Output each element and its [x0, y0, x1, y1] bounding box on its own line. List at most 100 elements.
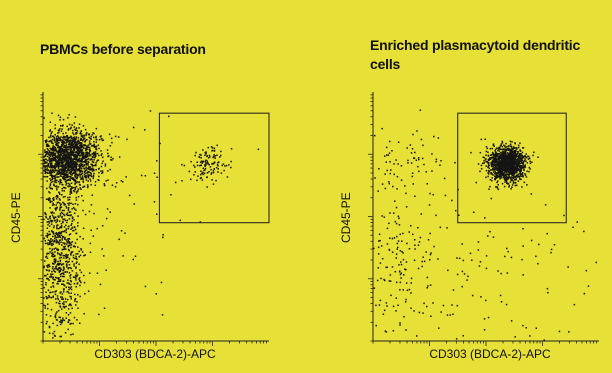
event-dot — [50, 252, 53, 255]
event-dot — [89, 150, 91, 153]
event-dot — [90, 204, 93, 206]
event-dot — [478, 265, 481, 267]
event-dot — [497, 171, 499, 174]
event-dot — [494, 151, 497, 154]
event-dot — [46, 227, 49, 229]
event-dot — [75, 168, 77, 171]
event-dot — [70, 333, 72, 336]
event-dot — [220, 150, 222, 153]
event-dot — [513, 147, 516, 149]
event-dot — [88, 136, 90, 139]
event-dot — [407, 162, 409, 164]
event-dot — [461, 270, 464, 273]
event-dot — [503, 163, 506, 165]
event-dot — [67, 199, 69, 201]
y-axis-label: CD45-PE — [9, 192, 23, 243]
event-dot — [63, 135, 65, 138]
event-dot — [511, 157, 514, 160]
event-dot — [52, 286, 55, 288]
event-dot — [49, 129, 52, 131]
event-dot — [388, 152, 391, 154]
event-dot — [43, 164, 45, 167]
event-dot — [109, 168, 111, 171]
event-dot — [53, 159, 56, 161]
event-dot — [491, 160, 494, 162]
event-dot — [509, 162, 511, 164]
event-dot — [393, 173, 395, 176]
event-dot — [456, 273, 459, 276]
event-dot — [59, 323, 62, 326]
event-dot — [76, 261, 78, 263]
event-dot — [400, 272, 403, 274]
event-dot — [51, 270, 53, 273]
event-dot — [52, 285, 54, 287]
event-dot — [490, 164, 493, 166]
event-dot — [497, 175, 499, 178]
event-dot — [58, 271, 61, 273]
event-dot — [408, 231, 410, 233]
event-dot — [506, 174, 508, 176]
event-dot — [519, 172, 522, 175]
event-dot — [495, 161, 498, 163]
event-dot — [66, 282, 68, 284]
event-dot — [56, 140, 59, 143]
event-dot — [492, 161, 494, 164]
event-dot — [72, 322, 74, 325]
event-dot — [70, 244, 73, 246]
event-dot — [514, 158, 516, 160]
event-dot — [78, 166, 81, 168]
event-dot — [73, 157, 75, 159]
event-dot — [494, 178, 496, 180]
event-dot — [75, 155, 77, 158]
event-dot — [506, 157, 508, 159]
event-dot — [513, 165, 515, 168]
event-dot — [205, 153, 207, 155]
event-dot — [122, 255, 124, 257]
event-dot — [489, 178, 492, 181]
event-dot — [52, 152, 55, 154]
event-dot — [485, 169, 488, 172]
event-dot — [65, 301, 67, 303]
event-dot — [75, 133, 77, 135]
event-dot — [82, 180, 84, 182]
event-dot — [203, 169, 205, 172]
event-dot — [60, 225, 63, 227]
event-dot — [81, 151, 84, 154]
event-dot — [199, 153, 201, 156]
event-dot — [65, 224, 67, 227]
event-dot — [46, 145, 48, 147]
event-dot — [53, 137, 55, 139]
event-dot — [60, 241, 62, 243]
event-dot — [54, 156, 57, 158]
event-dot — [90, 135, 92, 138]
event-dot — [429, 232, 431, 235]
event-dot — [54, 298, 57, 300]
event-dot — [100, 154, 103, 157]
event-dot — [84, 170, 86, 172]
event-dot — [497, 168, 500, 170]
event-dot — [74, 141, 76, 144]
event-dot — [391, 266, 394, 268]
event-dot — [537, 156, 539, 158]
event-dot — [437, 137, 440, 139]
event-dot — [84, 254, 86, 256]
event-dot — [488, 164, 490, 167]
event-dot — [140, 174, 143, 177]
population-3 — [373, 159, 597, 341]
event-dot — [503, 160, 506, 163]
event-dot — [54, 163, 56, 165]
event-dot — [498, 173, 500, 176]
event-dot — [71, 139, 74, 142]
event-dot — [125, 176, 127, 178]
event-dot — [50, 140, 53, 142]
event-dot — [72, 256, 75, 259]
event-dot — [58, 170, 60, 172]
event-dot — [54, 240, 56, 243]
event-dot — [52, 145, 55, 147]
event-dot — [56, 202, 59, 204]
event-dot — [220, 154, 222, 157]
event-dot — [48, 252, 50, 255]
event-dot — [144, 175, 147, 177]
event-dot — [43, 117, 45, 119]
event-dot — [55, 163, 58, 165]
